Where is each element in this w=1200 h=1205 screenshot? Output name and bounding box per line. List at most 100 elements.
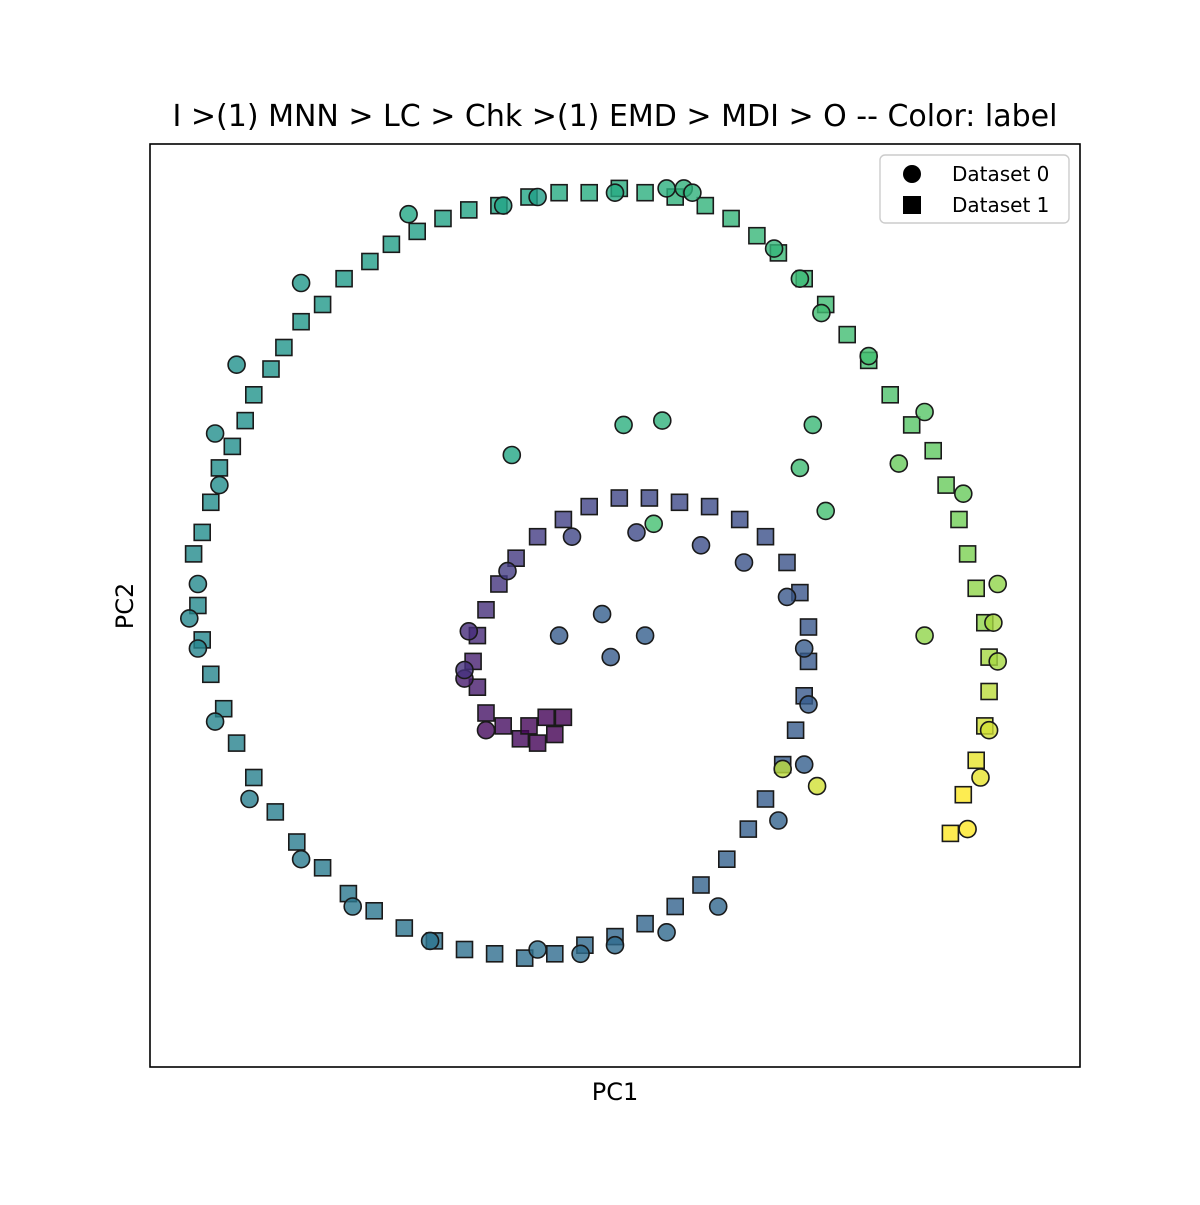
point-dataset-0 [644, 514, 664, 534]
point-dataset-0 [592, 604, 612, 624]
point-dataset-1 [924, 441, 943, 460]
point-dataset-0 [979, 720, 999, 740]
y-axis-label: PC2 [111, 583, 139, 630]
point-dataset-0 [807, 776, 827, 796]
point-dataset-0 [188, 639, 208, 658]
point-dataset-1 [545, 725, 564, 744]
point-dataset-0 [227, 355, 246, 375]
point-dataset-1 [954, 785, 973, 804]
point-dataset-1 [838, 325, 857, 344]
point-dataset-1 [287, 833, 306, 851]
plot-frame [149, 143, 1081, 1068]
point-dataset-0 [627, 523, 646, 542]
point-dataset-0 [708, 897, 728, 916]
point-dataset-1 [477, 704, 495, 722]
point-dataset-0 [777, 587, 797, 607]
point-dataset-1 [313, 858, 332, 877]
point-dataset-1 [262, 360, 280, 378]
point-dataset-0 [240, 789, 259, 809]
point-dataset-0 [291, 849, 311, 869]
point-dataset-1 [778, 553, 796, 572]
point-dataset-1 [520, 717, 538, 735]
legend-marker-square [903, 196, 921, 214]
point-dataset-0 [773, 759, 793, 779]
point-dataset-1 [266, 803, 285, 821]
legend-label-dataset-1: Dataset 1 [952, 193, 1049, 217]
point-dataset-1 [554, 708, 573, 727]
point-dataset-1 [610, 489, 629, 507]
point-dataset-0 [652, 411, 672, 430]
legend: Dataset 0 Dataset 1 [879, 154, 1070, 224]
point-dataset-0 [790, 458, 810, 478]
x-axis-label: PC1 [592, 1078, 639, 1106]
point-dataset-0 [635, 626, 655, 645]
point-dataset-1 [214, 699, 233, 718]
point-dataset-1 [477, 600, 495, 619]
point-dataset-0 [816, 501, 836, 521]
point-dataset-0 [988, 574, 1008, 594]
point-dataset-1 [245, 385, 263, 404]
point-dataset-0 [614, 415, 633, 435]
point-dataset-0 [764, 239, 784, 258]
point-dataset-1 [958, 545, 977, 563]
point-dataset-0 [343, 897, 363, 916]
point-dataset-1 [902, 416, 921, 434]
point-dataset-1 [468, 678, 487, 697]
point-dataset-1 [184, 545, 203, 563]
point-dataset-1 [640, 489, 659, 507]
point-dataset-1 [434, 209, 452, 228]
point-dataset-0 [971, 768, 990, 787]
point-dataset-1 [365, 901, 384, 920]
point-dataset-1 [580, 497, 599, 516]
point-dataset-0 [502, 445, 522, 465]
point-dataset-1 [799, 618, 818, 636]
point-dataset-1 [459, 201, 478, 219]
point-dataset-1 [786, 721, 805, 740]
point-dataset-0 [958, 819, 977, 839]
point-dataset-0 [803, 415, 823, 435]
point-dataset-0 [601, 647, 621, 667]
point-dataset-1 [507, 549, 525, 568]
legend-marker-circle [903, 165, 921, 183]
point-dataset-1 [881, 385, 900, 404]
point-dataset-1 [528, 734, 547, 752]
point-dataset-0 [691, 535, 711, 555]
point-dataset-0 [420, 931, 440, 951]
point-dataset-1 [193, 523, 211, 542]
point-dataset-1 [361, 252, 379, 271]
point-dataset-0 [549, 626, 569, 645]
point-dataset-0 [984, 613, 1003, 633]
point-dataset-0 [790, 269, 810, 289]
point-dataset-1 [730, 510, 749, 529]
point-dataset-0 [210, 475, 229, 495]
point-dataset-1 [545, 944, 564, 963]
point-dataset-1 [275, 338, 293, 357]
point-dataset-1 [189, 596, 207, 615]
point-dataset-1 [692, 876, 710, 894]
point-dataset-1 [335, 269, 353, 288]
point-dataset-1 [700, 497, 719, 516]
chart-title: I >(1) MNN > LC > Chk >(1) EMD > MDI > O… [173, 99, 1058, 134]
point-dataset-0 [953, 484, 973, 504]
point-dataset-1 [223, 437, 242, 456]
point-dataset-0 [794, 639, 814, 658]
point-dataset-1 [227, 734, 246, 752]
point-dataset-0 [459, 621, 479, 641]
point-dataset-0 [493, 196, 513, 215]
point-dataset-0 [605, 183, 625, 202]
point-dataset-1 [967, 579, 986, 598]
point-dataset-1 [245, 768, 263, 787]
point-dataset-0 [399, 204, 418, 224]
point-dataset-1 [494, 717, 513, 735]
point-dataset-0 [562, 527, 582, 547]
point-dataset-1 [485, 944, 504, 963]
point-dataset-1 [202, 493, 220, 512]
point-dataset-0 [571, 944, 590, 964]
point-dataset-0 [205, 712, 225, 731]
point-dataset-0 [528, 187, 547, 207]
point-dataset-0 [734, 553, 754, 572]
point-dataset-0 [915, 626, 934, 645]
point-dataset-0 [188, 574, 208, 594]
